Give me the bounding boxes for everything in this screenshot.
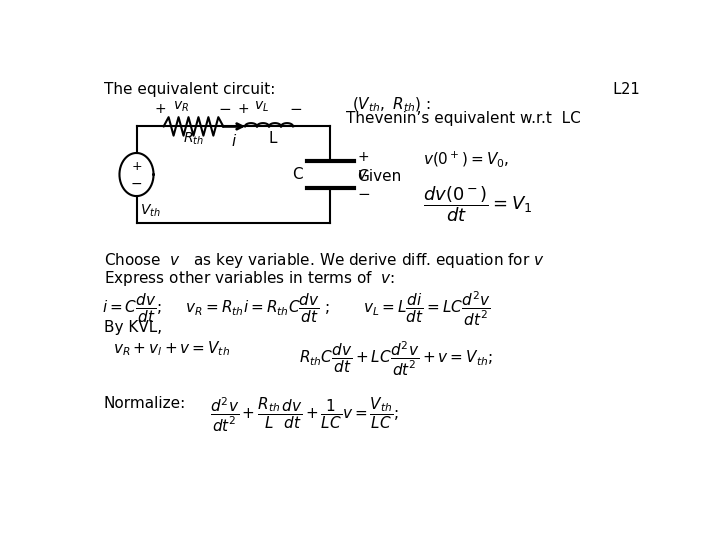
Text: $v(0^+) = V_0,$: $v(0^+) = V_0,$ bbox=[423, 150, 509, 169]
Text: $v_R$: $v_R$ bbox=[173, 99, 189, 113]
Text: −: − bbox=[357, 187, 370, 202]
Text: $\dfrac{dv(0^-)}{dt} = V_1$: $\dfrac{dv(0^-)}{dt} = V_1$ bbox=[423, 184, 533, 224]
Text: $\dfrac{d^2v}{dt^2} + \dfrac{R_{th}}{L}\dfrac{dv}{dt} + \dfrac{1}{LC}v = \dfrac{: $\dfrac{d^2v}{dt^2} + \dfrac{R_{th}}{L}\… bbox=[210, 396, 399, 434]
Text: +: + bbox=[131, 160, 142, 173]
Text: −: − bbox=[289, 102, 302, 117]
Text: $i$: $i$ bbox=[231, 132, 237, 149]
Text: $i = C\dfrac{dv}{dt}$;     $v_R = R_{th}i = R_{th}C\dfrac{dv}{dt}$ ;       $v_L : $i = C\dfrac{dv}{dt}$; $v_R = R_{th}i = … bbox=[102, 289, 490, 328]
Text: +: + bbox=[155, 103, 166, 117]
Text: Choose  $\mathit{v}$   as key variable. We derive diff. equation for $\mathit{v}: Choose $\mathit{v}$ as key variable. We … bbox=[104, 251, 544, 270]
Text: $v$: $v$ bbox=[357, 167, 369, 181]
Text: Express other variables in terms of  $v$:: Express other variables in terms of $v$: bbox=[104, 269, 395, 288]
Text: $R_{th}C\dfrac{dv}{dt} + LC\dfrac{d^2v}{dt^2} + v = V_{th};$: $R_{th}C\dfrac{dv}{dt} + LC\dfrac{d^2v}{… bbox=[300, 340, 493, 378]
Text: C: C bbox=[292, 167, 302, 182]
Text: Normalize:: Normalize: bbox=[104, 396, 186, 411]
Text: $R_{th}$: $R_{th}$ bbox=[183, 131, 204, 147]
Text: The equivalent circuit:: The equivalent circuit: bbox=[104, 82, 275, 97]
Text: +: + bbox=[357, 150, 369, 164]
Text: L21: L21 bbox=[613, 82, 640, 97]
Text: $v_R + v_l + v = V_{th}$: $v_R + v_l + v = V_{th}$ bbox=[113, 340, 230, 359]
Text: L: L bbox=[269, 131, 277, 146]
Text: $(V_{th},\ R_{th})$ :: $(V_{th},\ R_{th})$ : bbox=[352, 96, 431, 114]
Text: −: − bbox=[131, 177, 143, 191]
Text: −: − bbox=[218, 102, 231, 117]
Text: Given: Given bbox=[357, 168, 402, 184]
Text: By KVL,: By KVL, bbox=[104, 320, 162, 335]
Text: $v_L$: $v_L$ bbox=[254, 99, 269, 113]
Text: Thevenin’s equivalent w.r.t  LC: Thevenin’s equivalent w.r.t LC bbox=[346, 111, 580, 126]
Text: $V_{th}$: $V_{th}$ bbox=[140, 202, 161, 219]
Text: +: + bbox=[238, 103, 249, 117]
